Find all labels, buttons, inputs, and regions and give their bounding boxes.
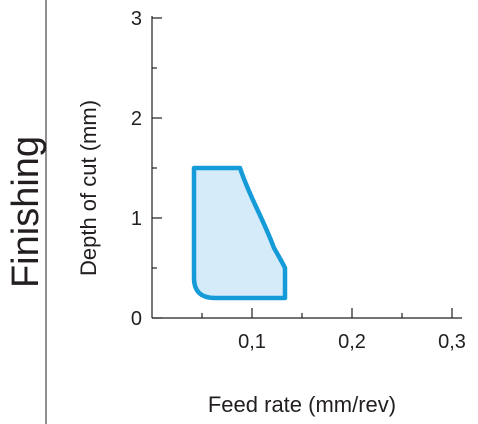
x-tick-label-0,1: 0,1 xyxy=(238,331,266,353)
tick-labels: 0 1 2 3 0,1 0,2 0,3 xyxy=(131,8,466,353)
finishing-title: Finishing xyxy=(5,136,47,288)
x-tick-label-0,3: 0,3 xyxy=(438,331,466,353)
y-tick-label-1: 1 xyxy=(131,208,142,230)
y-axis-label: Depth of cut (mm) xyxy=(76,100,101,276)
y-tick-label-3: 3 xyxy=(131,8,142,30)
x-axis-label: Feed rate (mm/rev) xyxy=(208,392,396,417)
y-tick-label-2: 2 xyxy=(131,108,142,130)
ticks xyxy=(152,17,453,319)
y-tick-label-0: 0 xyxy=(131,308,142,330)
x-tick-label-0,2: 0,2 xyxy=(338,331,366,353)
recommended-region xyxy=(191,165,288,301)
